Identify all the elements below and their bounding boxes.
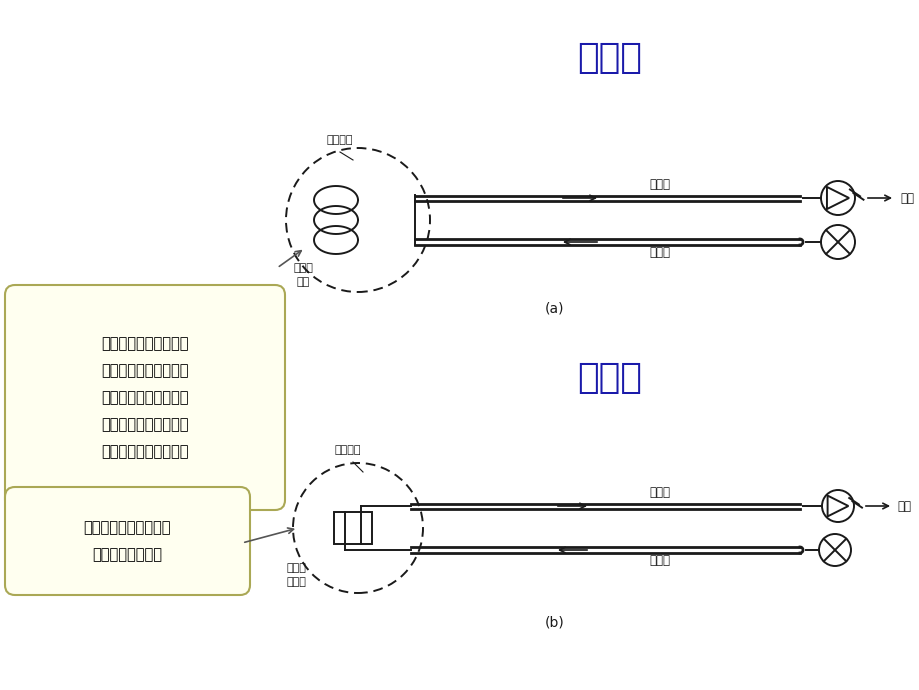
Text: 光纤不做为敏感器件，
只起传到光的作用: 光纤不做为敏感器件， 只起传到光的作用 [84,520,171,562]
Text: 信息: 信息 [896,500,910,513]
Text: 调制波: 调制波 [649,486,670,500]
Text: 信息: 信息 [899,192,913,204]
Text: 传光型: 传光型 [577,361,641,395]
Text: 光转换
敏感头: 光转换 敏感头 [286,563,306,587]
Text: 空载波: 空载波 [649,555,670,567]
Text: 敏感光
纤头: 敏感光 纤头 [293,263,312,287]
Text: (a): (a) [545,301,564,315]
Bar [334,512,371,544]
Text: 被测对象: 被测对象 [335,445,361,455]
FancyBboxPatch shape [5,285,285,510]
Text: 空载波: 空载波 [649,246,670,259]
Text: 光纤本身起敏感元件的
作用。光纤与被测物理
量相互作用时，光纤自
身的结构参量或者光纤
的传光特性发生变化。: 光纤本身起敏感元件的 作用。光纤与被测物理 量相互作用时，光纤自 身的结构参量或… [101,336,188,459]
Text: 传感型: 传感型 [577,41,641,75]
Text: 被测对象: 被测对象 [326,135,353,145]
Text: (b): (b) [545,615,564,629]
FancyBboxPatch shape [5,487,250,595]
Text: 调制波: 调制波 [649,179,670,192]
